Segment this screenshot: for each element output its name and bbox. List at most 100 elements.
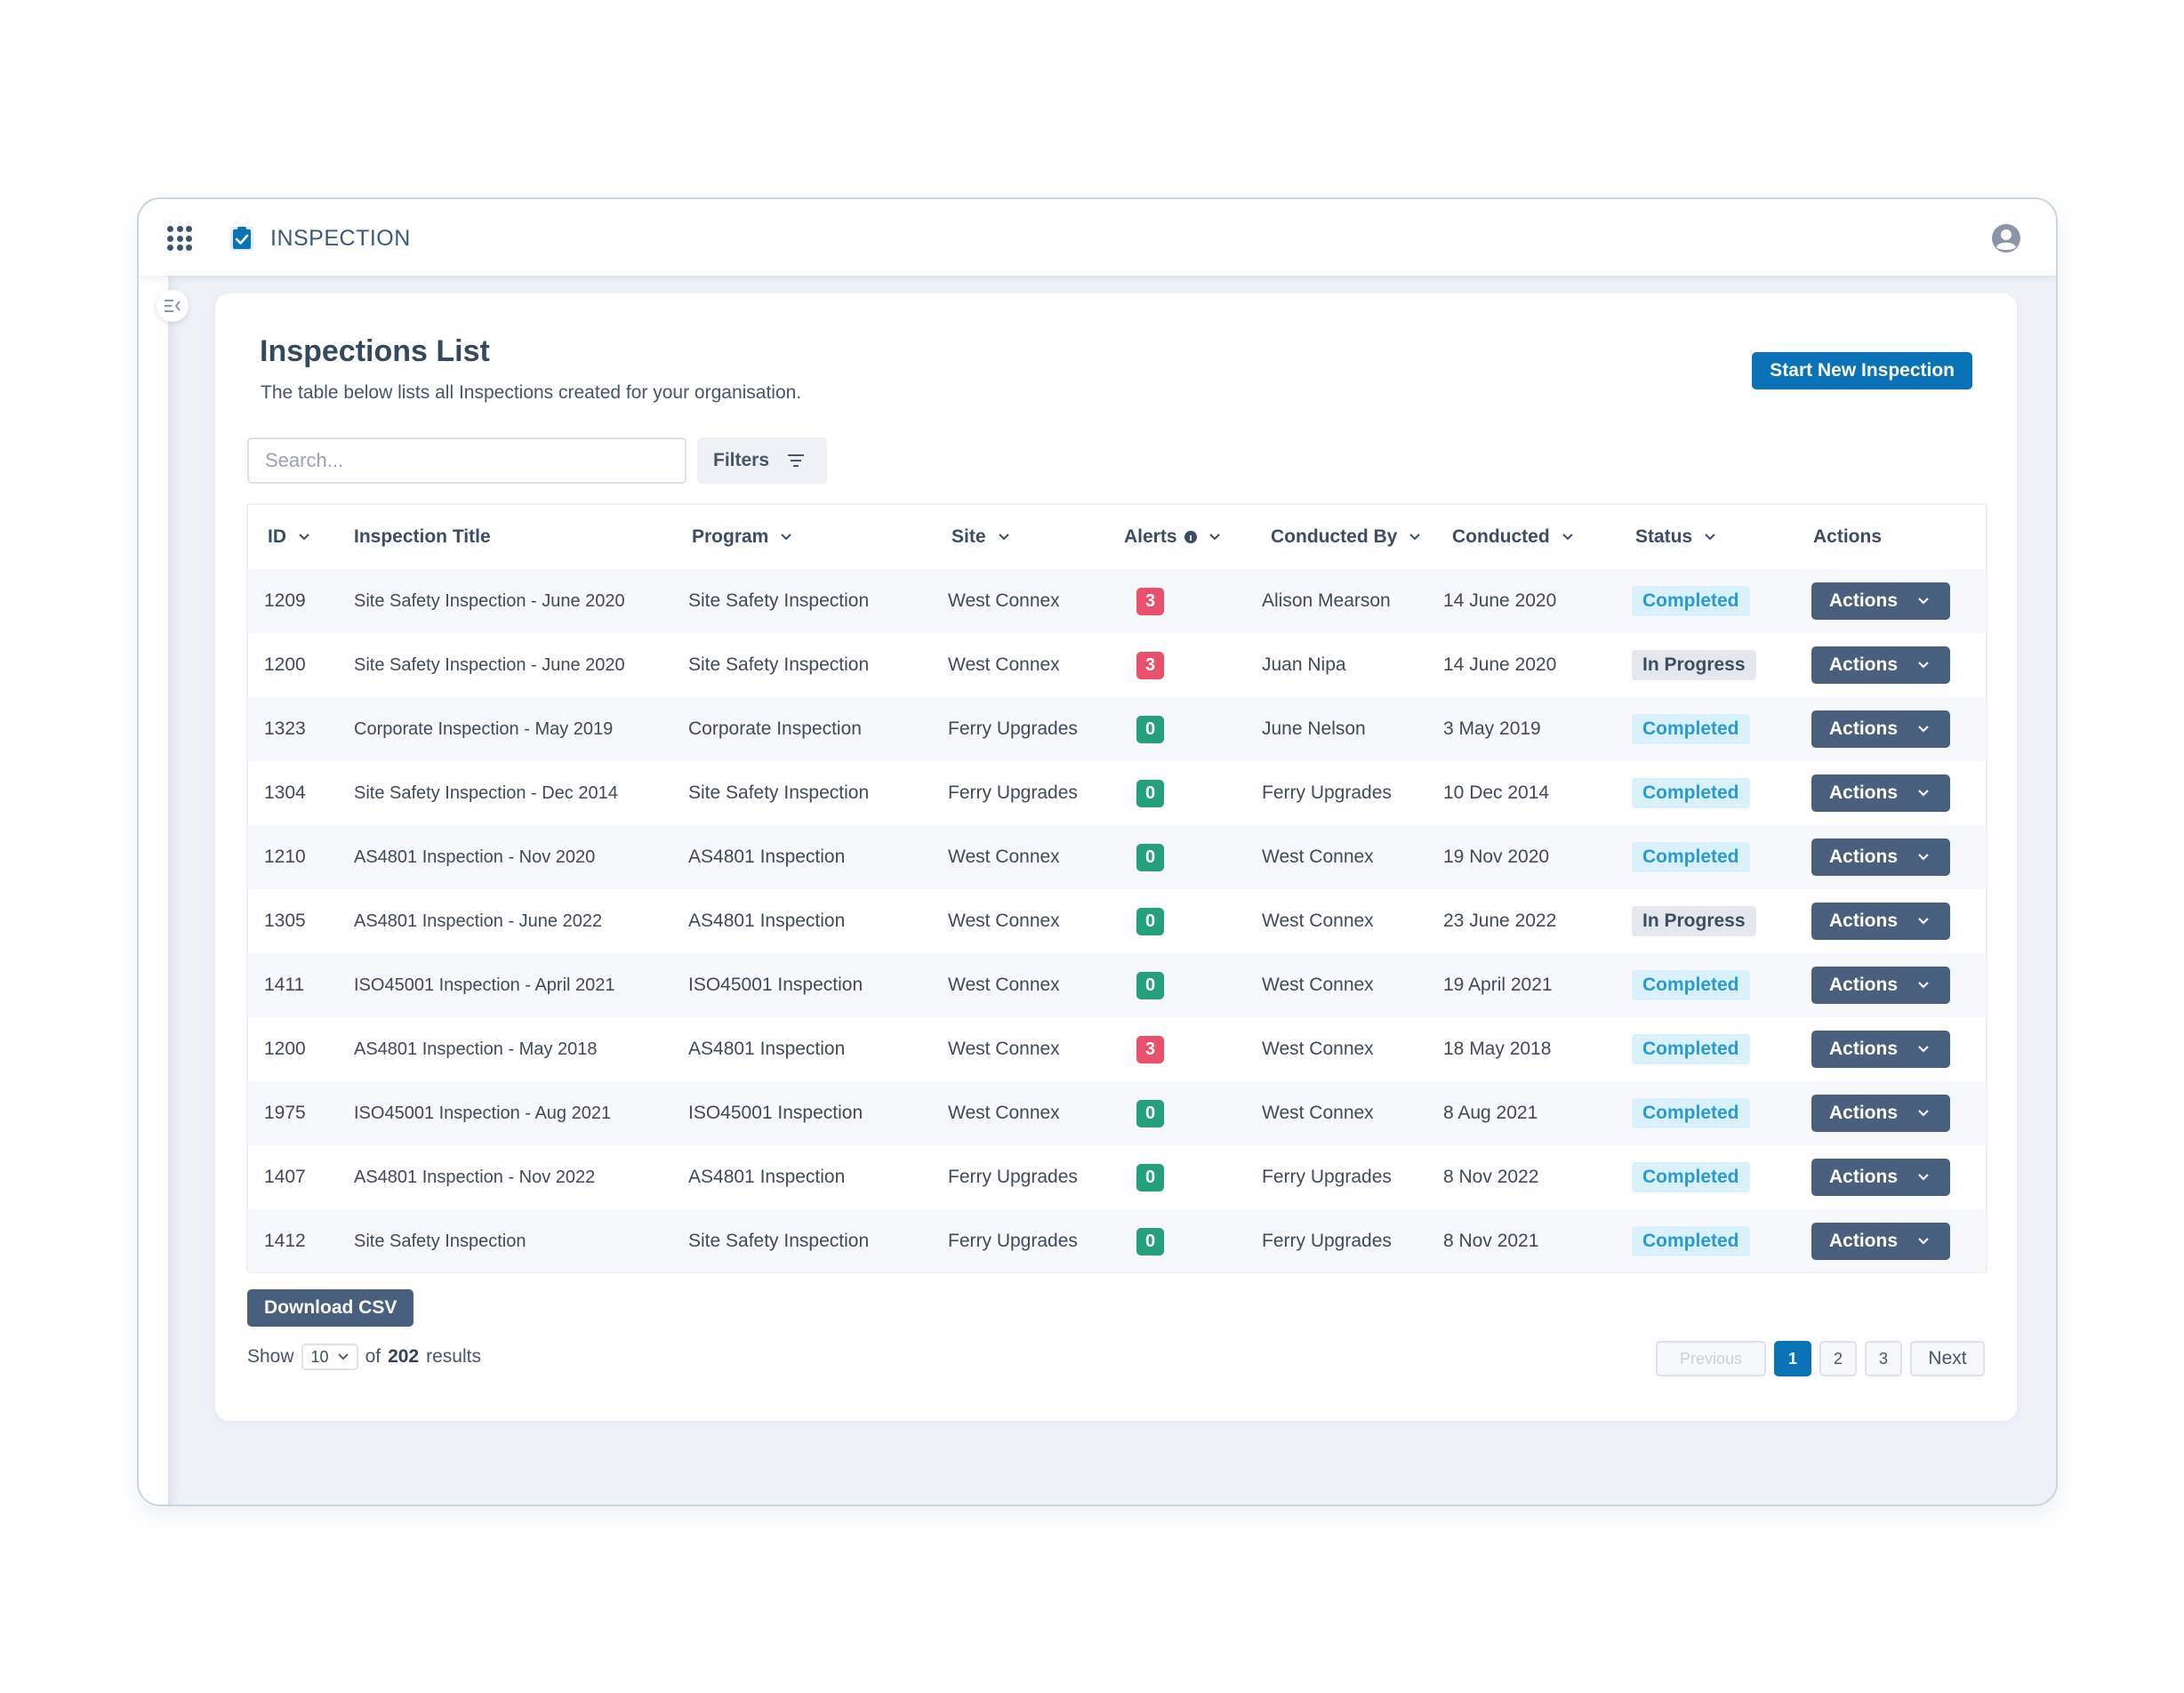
pagination: Previous 1 2 3 Next <box>1655 1341 1985 1376</box>
cell-site: West Connex <box>948 1103 1060 1123</box>
start-new-inspection-button[interactable]: Start New Inspection <box>1752 352 1972 389</box>
sidebar-toggle-button[interactable] <box>157 290 189 322</box>
cell-id: 1200 <box>264 1039 306 1059</box>
cell-actions: Actions <box>1808 1145 1986 1209</box>
table-row[interactable]: 1412 Site Safety Inspection Site Safety In… <box>248 1209 1986 1272</box>
row-actions-button[interactable]: Actions <box>1811 903 1950 940</box>
filter-lines-icon <box>788 454 805 467</box>
status-badge: Completed <box>1632 586 1750 616</box>
column-header[interactable]: Conducted <box>1443 505 1630 569</box>
cell-title: Site Safety Inspection - June 2020 <box>354 654 625 675</box>
alert-count-badge: 0 <box>1136 1163 1164 1192</box>
info-icon[interactable] <box>1184 531 1197 543</box>
column-header[interactable]: Program <box>683 505 943 569</box>
cell-actions: Actions <box>1808 569 1986 633</box>
status-badge: Completed <box>1632 1034 1750 1064</box>
cell-conducted-by: West Connex <box>1262 1103 1374 1123</box>
chevron-down-icon <box>1409 534 1421 541</box>
column-header-label: Alerts <box>1124 526 1177 547</box>
cell-title: Site Safety Inspection - June 2020 <box>354 590 625 611</box>
app-title: INSPECTION <box>270 226 411 251</box>
cell-site: West Connex <box>948 1039 1060 1059</box>
column-header[interactable]: Site <box>943 505 1117 569</box>
status-badge: In Progress <box>1632 650 1756 680</box>
table-row[interactable]: 1975 ISO45001 Inspection - Aug 2021 ISO450… <box>248 1081 1986 1145</box>
status-badge: Completed <box>1632 778 1750 808</box>
actions-label: Actions <box>1829 1231 1899 1251</box>
cell-alerts: 0 <box>1117 761 1262 825</box>
actions-label: Actions <box>1829 590 1899 611</box>
actions-label: Actions <box>1829 911 1899 931</box>
column-header-label: Site <box>951 526 986 547</box>
filters-button[interactable]: Filters <box>697 437 827 484</box>
next-page-button[interactable]: Next <box>1910 1341 1985 1376</box>
row-actions-button[interactable]: Actions <box>1811 582 1950 620</box>
page-1-button[interactable]: 1 <box>1773 1341 1811 1376</box>
table-row[interactable]: 1305 AS4801 Inspection - June 2022 AS4801 … <box>248 889 1986 953</box>
menu-collapse-icon <box>165 300 181 312</box>
download-csv-button[interactable]: Download CSV <box>247 1289 414 1327</box>
table-row[interactable]: 1209 Site Safety Inspection - June 2020 Si… <box>248 569 1986 633</box>
status-badge: Completed <box>1632 1162 1750 1192</box>
column-header-label: Conducted By <box>1271 526 1398 547</box>
cell-site: Ferry Upgrades <box>948 718 1078 739</box>
page-2-button[interactable]: 2 <box>1819 1341 1857 1376</box>
row-actions-button[interactable]: Actions <box>1811 710 1950 748</box>
cell-id: 1209 <box>264 590 306 611</box>
search-input[interactable] <box>247 437 687 484</box>
cell-alerts: 3 <box>1117 633 1262 697</box>
column-header[interactable]: Inspection Title <box>344 505 683 569</box>
cell-program: Site Safety Inspection <box>688 782 870 803</box>
cell-conducted-date: 8 Nov 2021 <box>1443 1231 1539 1251</box>
user-account-icon[interactable] <box>1990 222 2022 254</box>
alert-count-badge: 3 <box>1136 1035 1164 1063</box>
row-actions-button[interactable]: Actions <box>1811 1159 1950 1196</box>
cell-title: ISO45001 Inspection - April 2021 <box>354 975 615 995</box>
row-actions-button[interactable]: Actions <box>1811 838 1950 876</box>
cell-status: In Progress <box>1630 633 1808 697</box>
chevron-down-icon <box>1918 598 1929 605</box>
cell-conducted-date: 14 June 2020 <box>1443 590 1557 611</box>
previous-page-button[interactable]: Previous <box>1655 1341 1766 1376</box>
table-row[interactable]: 1210 AS4801 Inspection - Nov 2020 AS4801 I… <box>248 825 1986 889</box>
row-actions-button[interactable]: Actions <box>1811 967 1950 1004</box>
table-row[interactable]: 1200 AS4801 Inspection - May 2018 AS4801 I… <box>248 1017 1986 1081</box>
chevron-down-icon <box>1918 790 1929 797</box>
row-actions-button[interactable]: Actions <box>1811 774 1950 812</box>
cell-site: West Connex <box>948 975 1060 995</box>
column-header[interactable]: Status <box>1630 505 1808 569</box>
row-actions-button[interactable]: Actions <box>1811 646 1950 684</box>
column-header-label: ID <box>268 526 286 547</box>
alert-count-badge: 0 <box>1136 715 1164 743</box>
cell-alerts: 0 <box>1117 1145 1262 1209</box>
row-actions-button[interactable]: Actions <box>1811 1223 1950 1260</box>
app-grid-icon[interactable] <box>167 226 192 251</box>
alert-count-badge: 0 <box>1136 971 1164 999</box>
column-header[interactable]: Conducted By <box>1262 505 1443 569</box>
page-size-select[interactable]: 10 <box>301 1344 358 1370</box>
table-row[interactable]: 1304 Site Safety Inspection - Dec 2014 Sit… <box>248 761 1986 825</box>
filters-label: Filters <box>713 450 770 470</box>
table-row[interactable]: 1200 Site Safety Inspection - June 2020 Si… <box>248 633 1986 697</box>
chevron-down-icon <box>1918 1238 1929 1245</box>
cell-conducted-by: Ferry Upgrades <box>1262 1231 1392 1251</box>
cell-id: 1305 <box>264 911 306 931</box>
table-row[interactable]: 1411 ISO45001 Inspection - April 2021 ISO4… <box>248 953 1986 1017</box>
column-header[interactable]: ID <box>248 505 344 569</box>
column-header[interactable]: Alerts <box>1117 505 1262 569</box>
table-row[interactable]: 1323 Corporate Inspection - May 2019 Corpo… <box>248 697 1986 761</box>
cell-status: Completed <box>1630 1081 1808 1145</box>
page-3-button[interactable]: 3 <box>1864 1341 1902 1376</box>
cell-conducted-date: 8 Aug 2021 <box>1443 1103 1538 1123</box>
row-actions-button[interactable]: Actions <box>1811 1031 1950 1068</box>
cell-status: Completed <box>1630 1145 1808 1209</box>
cell-actions: Actions <box>1808 761 1986 825</box>
cell-actions: Actions <box>1808 889 1986 953</box>
cell-program: AS4801 Inspection <box>688 846 846 867</box>
table-row[interactable]: 1407 AS4801 Inspection - Nov 2022 AS4801 I… <box>248 1145 1986 1209</box>
cell-program: ISO45001 Inspection <box>688 975 863 995</box>
chevron-down-icon <box>1705 534 1715 541</box>
row-actions-button[interactable]: Actions <box>1811 1095 1950 1132</box>
cell-conducted-date: 19 Nov 2020 <box>1443 846 1550 867</box>
cell-conducted-by: Ferry Upgrades <box>1262 1167 1392 1187</box>
